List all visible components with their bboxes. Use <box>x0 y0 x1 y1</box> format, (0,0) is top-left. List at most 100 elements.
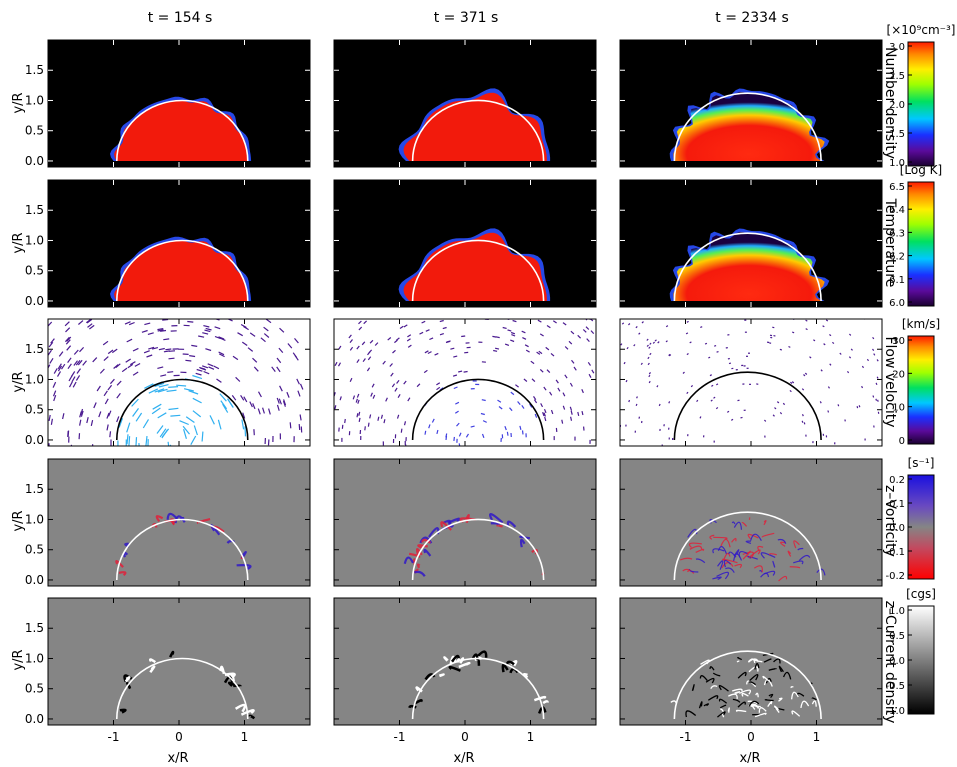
y-tick-label: 0.0 <box>25 154 44 168</box>
y-tick-label: 0.0 <box>25 712 44 726</box>
xlabel-col-3: x/R <box>739 751 760 766</box>
x-tick-label: 1 <box>241 730 249 744</box>
y-tick-label: 0.5 <box>25 264 44 278</box>
colorbar-tick-label: 10 <box>892 403 905 414</box>
panel-r3-c1: 1.5 1.0 0.5 0.0 <box>25 318 311 447</box>
y-tick-label: 0.5 <box>25 543 44 557</box>
reference-circle <box>673 511 822 580</box>
y-tick-label: 1.5 <box>25 63 44 77</box>
panel-grid: 1.51.00.50.01.51.00.50.01.51.00.50.01.51… <box>25 39 883 744</box>
colorbar-unit: [cgs] <box>906 587 936 601</box>
reference-circle <box>673 371 822 440</box>
colorbar-tick-label: 0.5 <box>889 631 905 642</box>
colorbar-tick-label: 6.3 <box>889 228 905 239</box>
x-tick-label: 1 <box>527 730 535 744</box>
x-tick-label: -1 <box>108 730 120 744</box>
colorbar-tick-label: 0.1 <box>889 499 905 510</box>
ylabel-row-1: y/R <box>11 92 26 113</box>
panel-r1-c3 <box>619 39 883 168</box>
x-tick-label: 1 <box>813 730 821 744</box>
reference-circle <box>411 99 545 161</box>
colorbar-unit: [s⁻¹] <box>908 456 935 470</box>
colorbar-tick-label: 0 <box>899 436 905 447</box>
y-tick-label: 1.0 <box>25 372 44 386</box>
colorbar-gradient <box>907 474 935 580</box>
reference-circle <box>411 378 545 440</box>
colorbar-row-1: [×10⁹cm⁻³] 3.0 2.5 2.0 1.5 1.0 <box>887 23 956 169</box>
colorbar-tick-label: 3.0 <box>889 42 905 53</box>
reference-circle <box>115 657 249 719</box>
y-tick-label: 0.0 <box>25 433 44 447</box>
colorbar-tick-label: -0.2 <box>885 571 905 582</box>
colorbar-gradient <box>907 181 935 307</box>
ylabel-row-3: y/R <box>11 371 26 392</box>
panel-r2-c2 <box>333 179 597 308</box>
y-tick-label: 0.0 <box>25 573 44 587</box>
colorbar-tick-label: -0.5 <box>885 681 905 692</box>
panel-r5-c1: 1.5 1.0 0.5 0.0 -1 0 1 <box>25 597 311 744</box>
panel-background <box>620 319 882 446</box>
colorbar-tick-label: 6.1 <box>889 275 905 286</box>
colorbar-tick-label: 20 <box>892 369 905 380</box>
panel-background <box>334 598 596 725</box>
colorbar-tick-label: 1.5 <box>889 129 905 140</box>
colorbar-tick-label: 1.0 <box>889 158 905 169</box>
panel-r5-c2: -1 0 1 <box>333 597 597 744</box>
xlabel-col-1: x/R <box>167 751 188 766</box>
y-tick-label: 1.5 <box>25 342 44 356</box>
colorbar-tick-label: -1.0 <box>885 706 905 717</box>
x-tick-label: -1 <box>394 730 406 744</box>
colorbar-unit: [Log K] <box>900 163 942 177</box>
panel-r1-c2 <box>333 39 597 168</box>
reference-circle <box>115 518 249 580</box>
colorbar-tick-label: 6.4 <box>889 205 905 216</box>
reference-circle <box>411 239 545 301</box>
x-tick-label: 0 <box>747 730 755 744</box>
y-tick-label: 1.0 <box>25 651 44 665</box>
y-tick-label: 0.5 <box>25 124 44 138</box>
row-label-z-vorticity: z–Vorticity <box>882 485 898 557</box>
panel-background <box>334 459 596 586</box>
x-tick-label: -1 <box>680 730 692 744</box>
x-tick-label: 0 <box>461 730 469 744</box>
colorbar-row-4: [s⁻¹]0.2 0.1 0.0 -0.1 -0.2 <box>885 456 935 582</box>
panel-r5-c3: -1 0 1 <box>619 597 883 744</box>
colorbar-tick-label: 6.5 <box>889 182 905 193</box>
reference-circle <box>115 378 249 440</box>
y-tick-label: 0.5 <box>25 682 44 696</box>
reference-circle <box>411 657 545 719</box>
colorbar-row-2: [Log K] 6.5 6.4 6.3 6.2 6.1 6.0 <box>889 163 942 309</box>
y-tick-label: 1.0 <box>25 512 44 526</box>
y-tick-label: 0.0 <box>25 294 44 308</box>
plasma-blob <box>403 232 547 301</box>
plasma-blob <box>673 231 825 301</box>
y-tick-label: 1.5 <box>25 621 44 635</box>
row-label-z-current-density: z–Current density <box>882 601 898 724</box>
time-title-3: t = 2334 s <box>715 10 789 26</box>
panel-background <box>48 459 310 586</box>
colorbar-gradient <box>907 335 935 445</box>
y-tick-label: 1.0 <box>25 93 44 107</box>
ylabel-row-4: y/R <box>11 510 26 531</box>
colorbar-row-5: [cgs]1.0 0.5 0.0 -0.5 -1.0 <box>885 587 935 717</box>
reference-circle <box>115 99 249 161</box>
panel-r4-c3 <box>619 458 883 587</box>
ylabel-row-2: y/R <box>11 232 26 253</box>
panel-r1-c1: 1.5 1.0 0.5 0.0 <box>25 39 311 168</box>
y-tick-label: 1.5 <box>25 482 44 496</box>
colorbar-tick-label: 6.2 <box>889 252 905 263</box>
time-title-1: t = 154 s <box>148 10 213 26</box>
panel-r2-c1: 1.5 1.0 0.5 0.0 <box>25 179 311 308</box>
panel-background <box>334 319 596 446</box>
panel-background <box>620 459 882 586</box>
colorbar-tick-label: 0.0 <box>889 523 905 534</box>
colorbar-unit: [×10⁹cm⁻³] <box>887 23 956 37</box>
panel-background <box>48 598 310 725</box>
panel-r4-c1: 1.5 1.0 0.5 0.0 <box>25 458 311 587</box>
ylabel-row-5: y/R <box>11 649 26 670</box>
reference-circle <box>115 239 249 301</box>
row-label-flow-velocity: Flow velocity <box>882 336 898 427</box>
reference-circle <box>673 92 822 161</box>
panel-r3-c3 <box>619 318 883 447</box>
y-axis-labels: y/R y/R y/R y/R y/R <box>11 92 26 670</box>
